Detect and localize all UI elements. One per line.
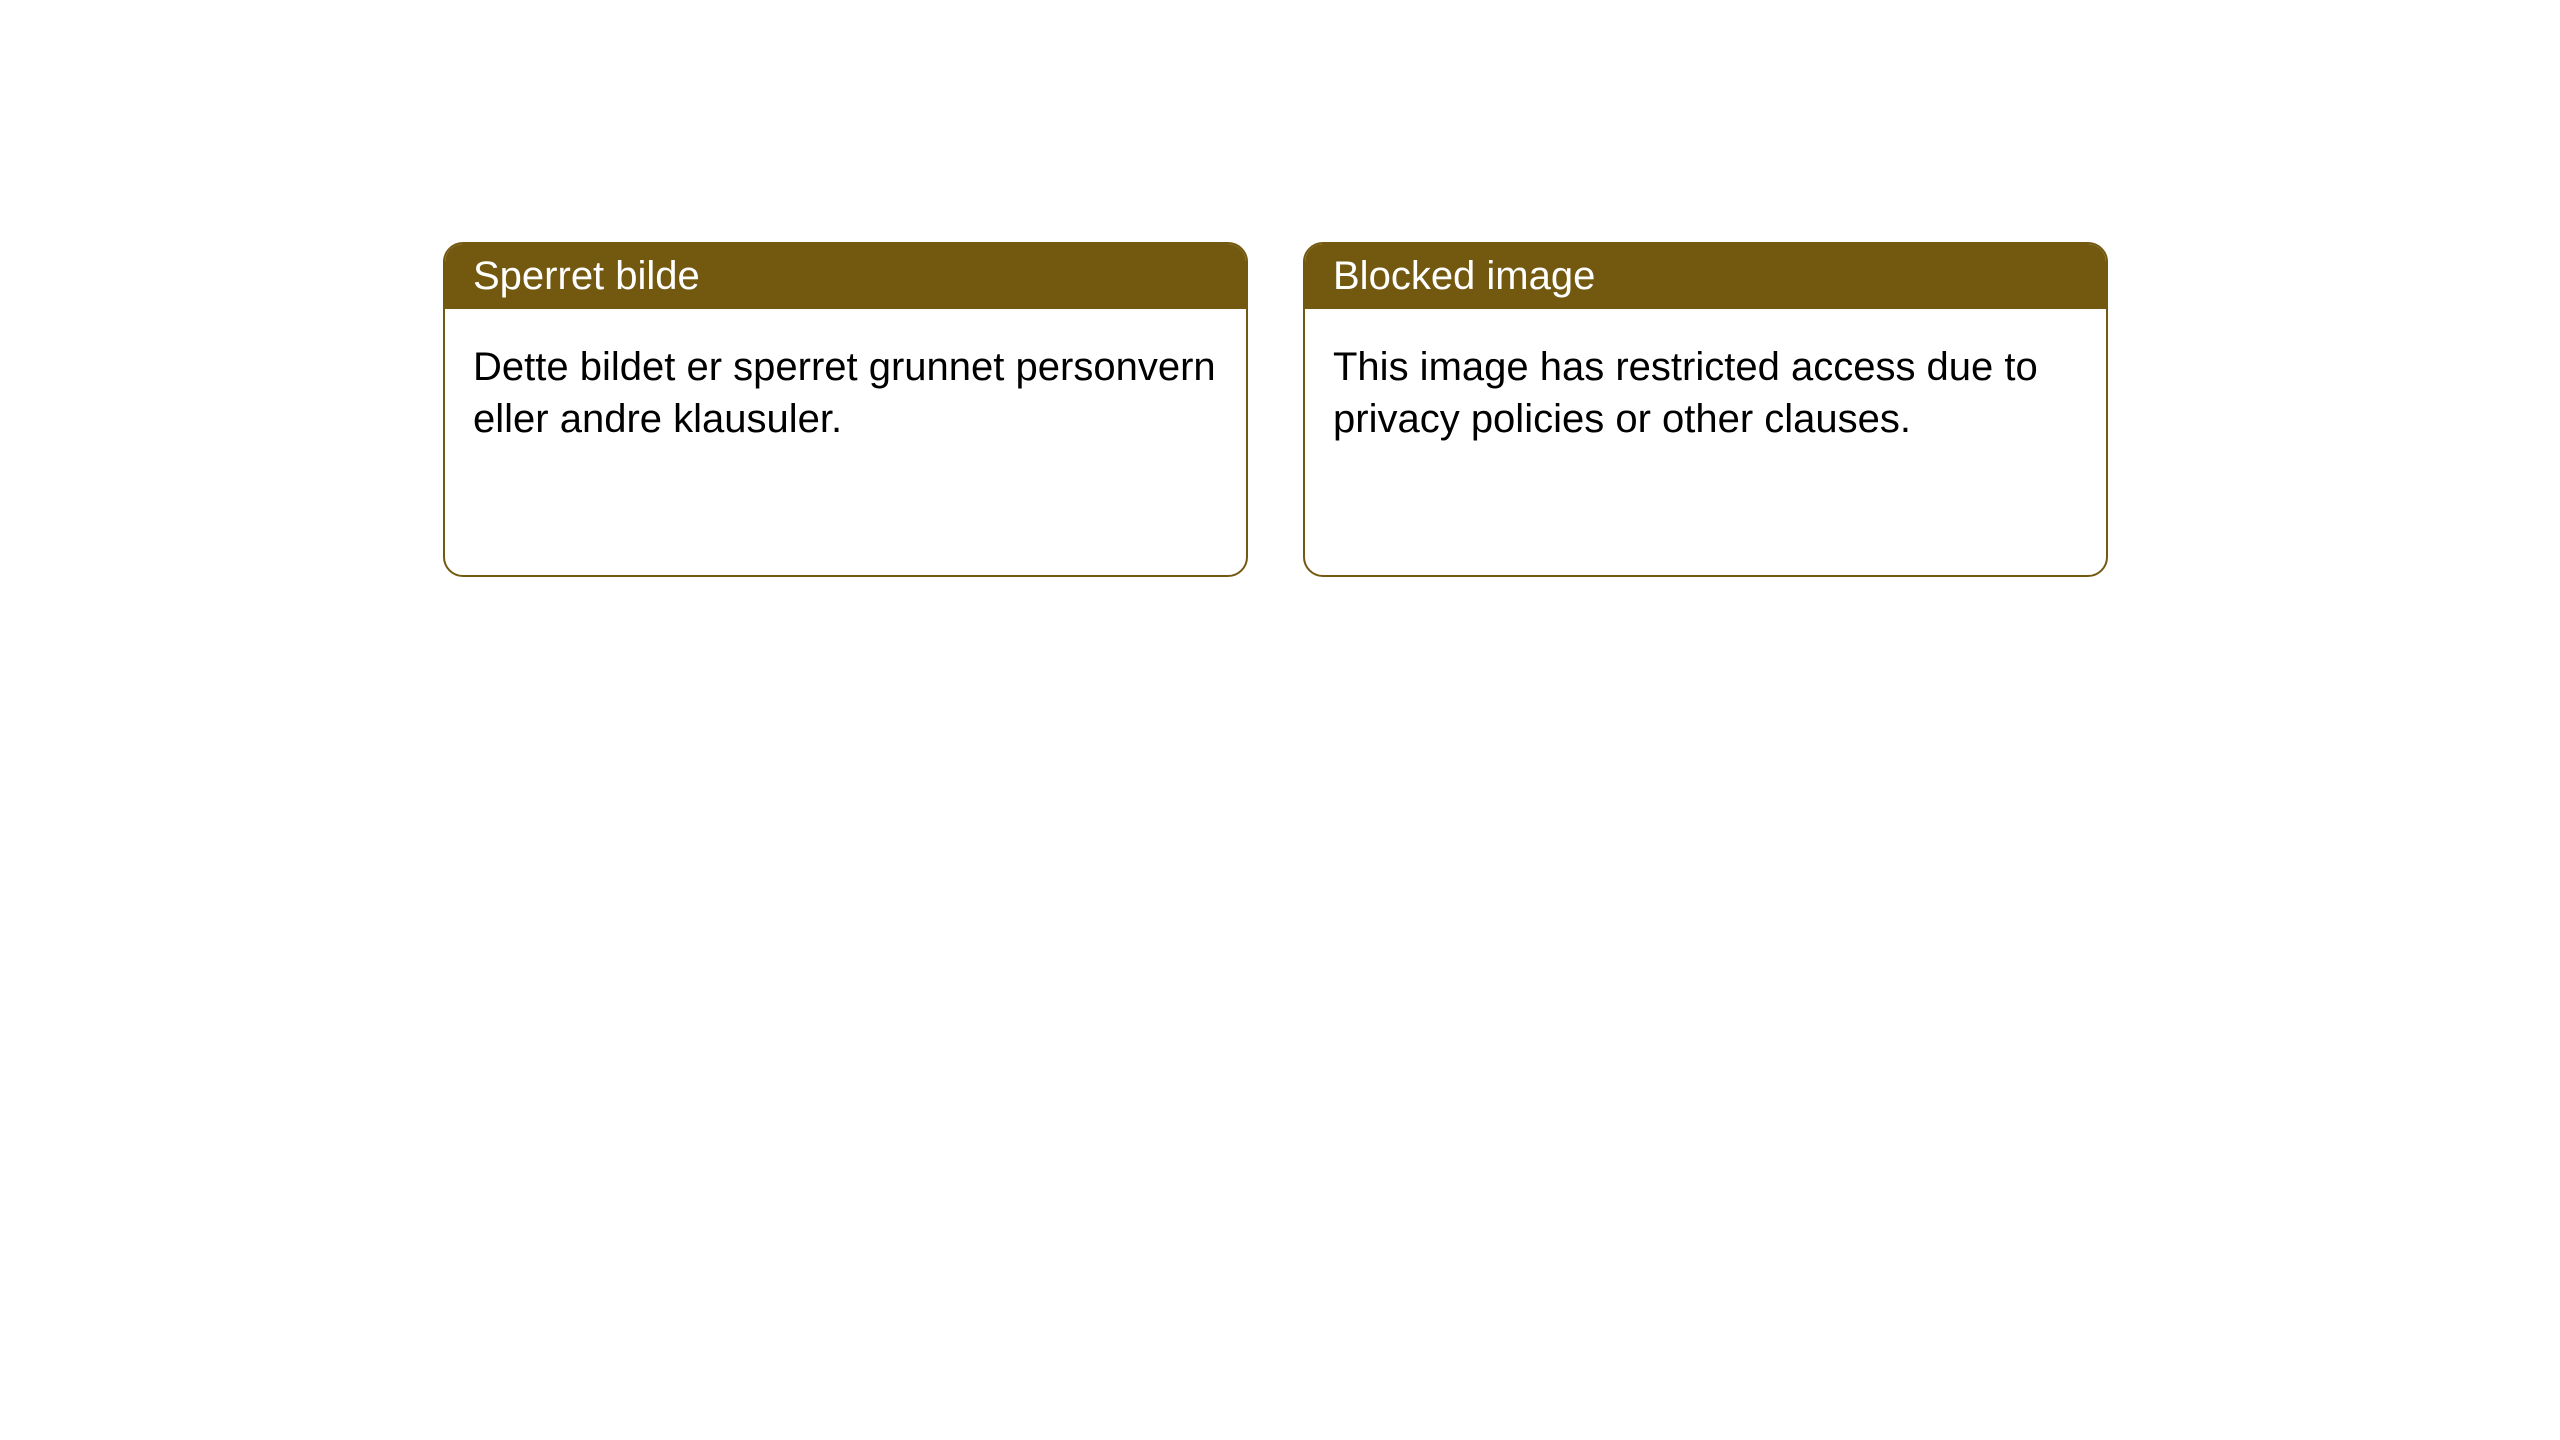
card-body: Dette bildet er sperret grunnet personve… xyxy=(445,309,1246,477)
card-header: Sperret bilde xyxy=(445,244,1246,309)
blocked-image-card-en: Blocked image This image has restricted … xyxy=(1303,242,2108,577)
card-title: Sperret bilde xyxy=(473,254,700,298)
notice-container: Sperret bilde Dette bildet er sperret gr… xyxy=(0,0,2560,577)
card-body-text: Dette bildet er sperret grunnet personve… xyxy=(473,345,1216,441)
card-header: Blocked image xyxy=(1305,244,2106,309)
blocked-image-card-no: Sperret bilde Dette bildet er sperret gr… xyxy=(443,242,1248,577)
card-body: This image has restricted access due to … xyxy=(1305,309,2106,477)
card-body-text: This image has restricted access due to … xyxy=(1333,345,2038,441)
card-title: Blocked image xyxy=(1333,254,1595,298)
